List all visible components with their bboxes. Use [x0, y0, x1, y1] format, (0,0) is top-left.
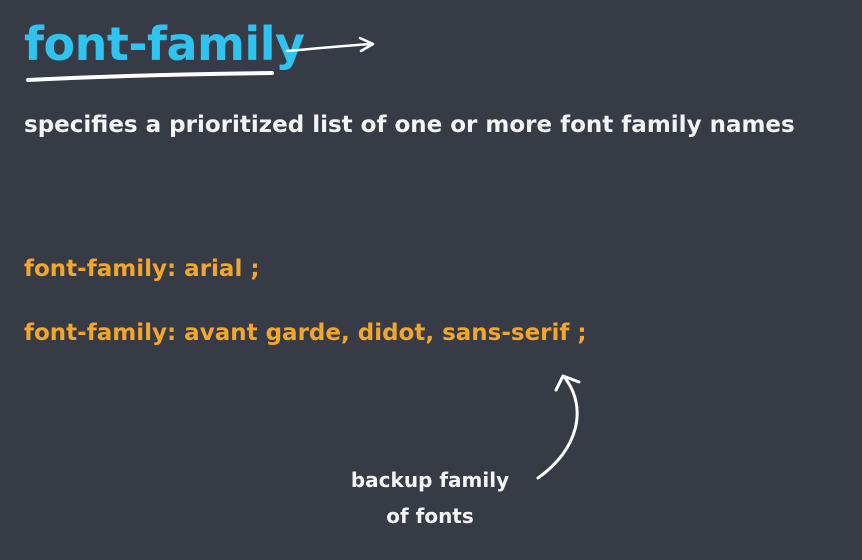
annotation-line-2: of fonts: [386, 504, 474, 528]
code-example-fallback: font-family: avant garde, didot, sans-se…: [24, 320, 587, 346]
backup-annotation: backup family of fonts: [330, 462, 530, 534]
code-example-arial: font-family: arial ;: [24, 256, 260, 282]
curved-arrow-up-icon: [536, 374, 581, 480]
slide-description: specifies a prioritized list of one or m…: [24, 112, 795, 138]
title-underline-stroke: [26, 71, 274, 82]
annotation-line-1: backup family: [350, 468, 510, 492]
slide-title: font-family: [24, 17, 305, 71]
